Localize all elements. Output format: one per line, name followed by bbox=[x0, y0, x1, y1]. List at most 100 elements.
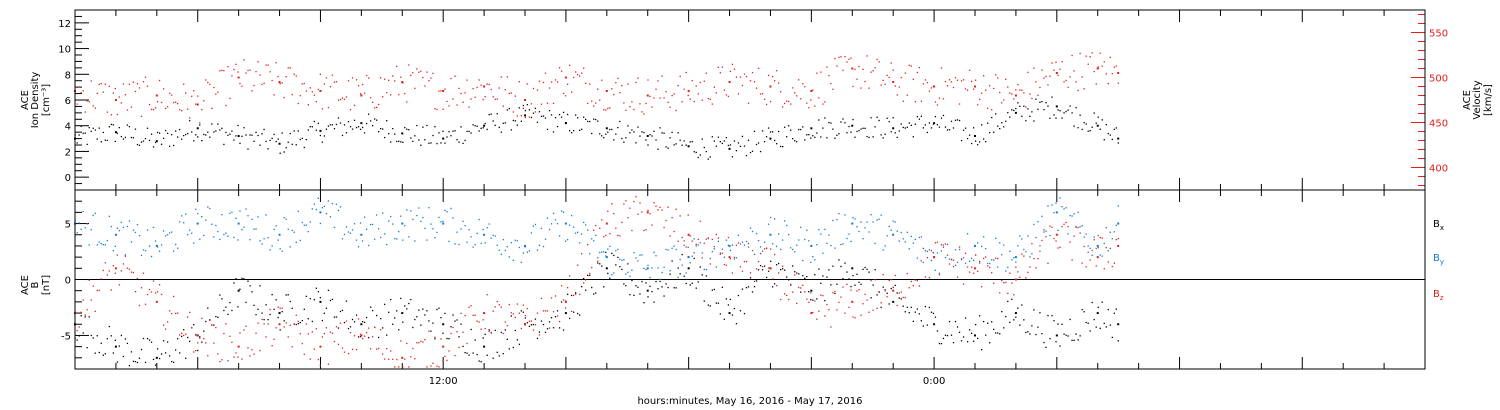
by-sample bbox=[418, 207, 420, 209]
bx-sample bbox=[530, 324, 533, 326]
velocity-sample bbox=[237, 71, 239, 73]
bz-sample bbox=[753, 280, 756, 283]
by-sample bbox=[689, 262, 691, 264]
density-sample bbox=[488, 113, 490, 116]
bx-point bbox=[319, 300, 322, 303]
bz-sample bbox=[498, 304, 500, 306]
density-sample bbox=[983, 138, 985, 140]
density-sample bbox=[633, 131, 635, 133]
density-sample bbox=[347, 121, 350, 123]
bx-sample bbox=[297, 323, 299, 325]
density-sample bbox=[1001, 122, 1003, 124]
bx-sample bbox=[1067, 335, 1069, 337]
velocity-sample bbox=[241, 85, 243, 87]
velocity-sample bbox=[729, 70, 732, 73]
density-sample bbox=[492, 120, 494, 122]
bx-sample bbox=[773, 283, 776, 285]
bz-sample bbox=[410, 356, 412, 358]
bz-sample bbox=[271, 345, 273, 347]
velocity-sample bbox=[321, 108, 324, 110]
density-sample bbox=[705, 150, 707, 153]
by-sample bbox=[299, 239, 301, 242]
bx-sample bbox=[323, 312, 326, 314]
bz-sample bbox=[373, 326, 376, 329]
by-sample bbox=[104, 244, 106, 246]
by-sample bbox=[114, 245, 116, 248]
velocity-sample bbox=[759, 93, 762, 95]
bx-sample bbox=[1089, 330, 1091, 332]
bz-sample bbox=[800, 287, 802, 289]
density-sample bbox=[375, 119, 378, 121]
bx-sample bbox=[118, 345, 121, 347]
density-sample bbox=[235, 135, 237, 137]
by-sample bbox=[1101, 255, 1103, 257]
velocity-sample bbox=[681, 101, 683, 103]
velocity-sample bbox=[572, 76, 575, 79]
bx-sample bbox=[349, 326, 352, 328]
bz-sample bbox=[808, 301, 810, 303]
bz-sample bbox=[769, 248, 772, 250]
velocity-sample bbox=[466, 79, 468, 81]
by-sample bbox=[699, 241, 701, 244]
bx-sample bbox=[876, 294, 878, 296]
bx-sample bbox=[884, 289, 886, 291]
bz-sample bbox=[856, 290, 858, 292]
by-sample bbox=[1023, 248, 1025, 251]
bz-sample bbox=[665, 219, 667, 222]
bx-sample bbox=[1063, 333, 1065, 335]
bx-point bbox=[810, 289, 813, 292]
bx-sample bbox=[408, 302, 410, 305]
density-sample bbox=[365, 122, 368, 125]
velocity-sample bbox=[607, 107, 609, 110]
bz-sample bbox=[361, 337, 364, 340]
velocity-sample bbox=[490, 88, 492, 91]
bz-sample bbox=[263, 323, 265, 325]
velocity-sample bbox=[683, 88, 685, 90]
bz-point bbox=[155, 300, 158, 303]
density-sample bbox=[775, 143, 778, 145]
by-sample bbox=[369, 223, 372, 226]
velocity-sample bbox=[613, 93, 615, 96]
bx-sample bbox=[597, 262, 599, 264]
bz-sample bbox=[1085, 266, 1087, 268]
by-sample bbox=[623, 259, 625, 261]
bx-sample bbox=[448, 338, 450, 340]
velocity-point bbox=[524, 99, 526, 101]
velocity-sample bbox=[110, 114, 112, 116]
velocity-sample bbox=[705, 72, 707, 74]
by-sample bbox=[655, 255, 657, 257]
bz-sample bbox=[651, 224, 653, 226]
velocity-sample bbox=[122, 83, 125, 85]
density-sample bbox=[1091, 126, 1093, 128]
bz-sample bbox=[275, 327, 277, 329]
velocity-sample bbox=[311, 91, 313, 93]
bz-sample bbox=[876, 307, 878, 310]
by-sample bbox=[928, 249, 931, 251]
density-sample bbox=[1095, 122, 1097, 124]
density-sample bbox=[1113, 128, 1115, 131]
bz-sample bbox=[932, 252, 935, 254]
bz-sample bbox=[615, 227, 617, 229]
velocity-sample bbox=[641, 111, 643, 113]
velocity-sample bbox=[428, 80, 430, 82]
velocity-sample bbox=[335, 81, 338, 83]
bx-point bbox=[933, 323, 936, 326]
velocity-sample bbox=[836, 65, 838, 67]
density-sample bbox=[784, 126, 786, 128]
density-sample bbox=[532, 112, 535, 114]
by-sample bbox=[631, 269, 633, 271]
density-sample bbox=[303, 146, 305, 149]
bz-sample bbox=[570, 310, 573, 313]
density-unit: [cm⁻³] bbox=[41, 84, 52, 116]
velocity-sample bbox=[709, 98, 711, 100]
by-sample bbox=[687, 246, 689, 249]
bx-sample bbox=[375, 314, 378, 317]
by-sample bbox=[160, 244, 163, 246]
bx-sample bbox=[134, 360, 137, 363]
velocity-sample bbox=[677, 84, 679, 87]
by-sample bbox=[253, 228, 255, 230]
density-sample bbox=[205, 134, 207, 136]
velocity-sample bbox=[788, 100, 790, 103]
bz-point bbox=[933, 256, 936, 259]
by-sample bbox=[106, 239, 108, 242]
